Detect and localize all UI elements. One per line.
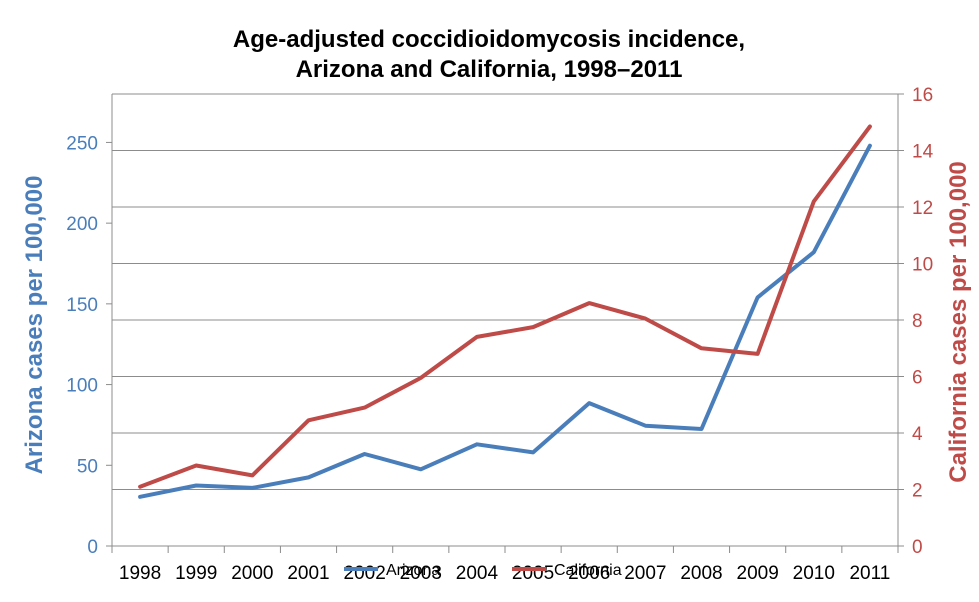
right-tick-label: 0 (912, 537, 923, 558)
x-tick-label: 1999 (175, 563, 217, 584)
x-tick-label: 1998 (119, 563, 161, 584)
axes (111, 94, 899, 553)
chart-title-line-1: Age-adjusted coccidioidomycosis incidenc… (233, 26, 745, 53)
x-tick-label: 2008 (680, 563, 722, 584)
right-tick-label: 14 (912, 142, 934, 163)
x-tick-label: 2011 (849, 563, 890, 584)
left-axis-label: Arizona cases per 100,000 (21, 176, 48, 475)
x-tick-label: 2009 (737, 563, 779, 584)
right-axis-label: California cases per 100,000 (945, 161, 972, 483)
right-tick-label: 6 (912, 368, 923, 389)
x-tick-label: 2004 (456, 563, 499, 584)
series-line-arizona (138, 143, 872, 499)
right-tick-label: 2 (912, 481, 923, 502)
gridlines (112, 93, 898, 490)
x-tick-label: 2001 (287, 563, 329, 584)
right-tick-label: 10 (912, 255, 933, 276)
right-tick-label: 16 (912, 85, 933, 106)
right-tick-label: 4 (912, 424, 923, 445)
x-tick-label: 2002 (344, 563, 386, 584)
left-axis-ticks: 0 50 100 150 200 250 (66, 133, 112, 558)
series-lines (138, 124, 872, 499)
x-tick-label: 2010 (793, 563, 835, 584)
right-tick-label: 8 (912, 311, 923, 332)
series-line-california (138, 124, 872, 489)
x-tick-label: 2005 (512, 563, 554, 584)
x-tick-label: 2003 (400, 563, 442, 584)
left-tick-label: 200 (66, 214, 98, 235)
left-tick-label: 50 (77, 456, 98, 477)
x-axis-ticks: 1998 1999 2000 2001 2002 2003 2004 2005 2006 2007… (119, 563, 890, 584)
x-tick-label: 2006 (568, 563, 610, 584)
x-tick-label: 2007 (624, 563, 666, 584)
left-tick-label: 150 (66, 295, 98, 316)
chart-title-line-2: Arizona and California, 1998–2011 (296, 56, 683, 83)
left-tick-label: 100 (66, 376, 98, 397)
x-tick-label: 2000 (231, 563, 273, 584)
right-tick-label: 12 (912, 198, 933, 219)
right-axis-ticks: 0 2 4 6 8 10 12 14 16 (898, 85, 934, 558)
left-tick-label: 250 (66, 133, 98, 154)
legend: Arizona California (344, 562, 622, 579)
legend-label-california: California (554, 562, 622, 579)
legend-label-arizona: Arizona (386, 562, 440, 579)
left-tick-label: 0 (87, 537, 98, 558)
